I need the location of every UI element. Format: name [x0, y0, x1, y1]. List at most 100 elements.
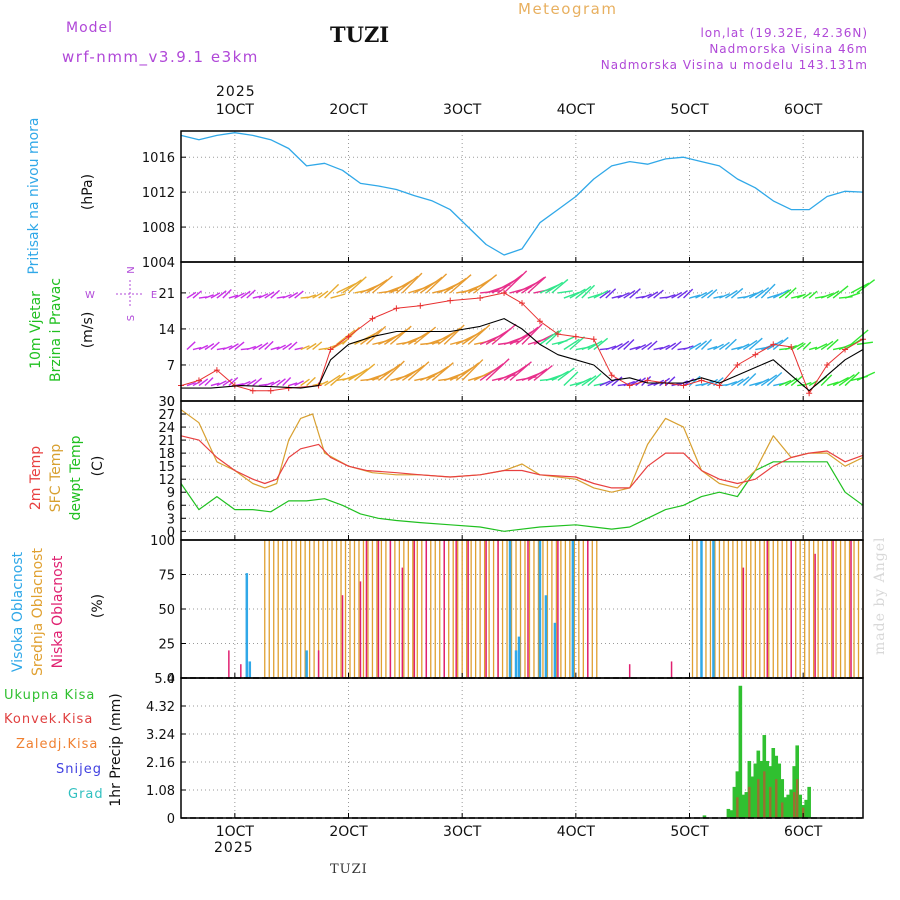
wind-arrow [204, 294, 214, 299]
wind-arrow [701, 380, 713, 387]
wind-arrow [276, 344, 286, 351]
compass-s: S [126, 315, 137, 321]
y-tick-label-p1: 14 [158, 323, 175, 338]
wind-arrow [569, 288, 586, 299]
wind-arrow [755, 378, 770, 387]
coords-label: lon,lat (19.32E, 42.36N) [700, 26, 868, 40]
wind-arrow [312, 292, 323, 299]
wind-arrow [348, 276, 367, 294]
wind-arrow [198, 378, 209, 387]
x-tick-label-bottom: 6OCT [784, 824, 823, 840]
wind-arrow [234, 292, 245, 299]
wind-arrow [342, 279, 362, 294]
wind-arrow [222, 378, 233, 387]
wind-arrow [611, 343, 623, 351]
wind-arrow [593, 337, 609, 351]
wind-speed-line [181, 318, 864, 392]
wind-arrow [431, 362, 454, 381]
wind-arrow [246, 379, 257, 387]
wind-gust-marker [345, 333, 352, 340]
wind-arrow [425, 273, 448, 294]
wind-arrow [491, 323, 517, 345]
wind-arrow [689, 342, 702, 351]
wind-arrow [599, 289, 611, 299]
wind-arrow [258, 293, 269, 299]
wind-arrow [707, 345, 718, 351]
y-tick-label-p3: 50 [158, 603, 175, 618]
wind-arrow [701, 289, 714, 299]
wind-arrow [401, 272, 423, 294]
footer-station: TUZI [330, 862, 368, 877]
wind-arrow [575, 285, 592, 299]
x-tick-label-top: 2OCT [329, 102, 368, 118]
wind-arrow [545, 281, 564, 294]
wind-arrow [850, 282, 870, 294]
wind-arrow [318, 290, 329, 299]
y-tick-label-p4: 4.32 [146, 700, 175, 715]
precip-conv-bar [769, 786, 772, 818]
wind-arrow [814, 343, 828, 351]
wind-arrow [228, 343, 239, 351]
wind-arrow [186, 381, 196, 387]
wind-arrow [623, 339, 635, 351]
wind-arrow [605, 288, 617, 299]
y-tick-label-p4: 1.08 [146, 784, 175, 799]
wind-gust-marker [788, 343, 795, 350]
wind-arrow [204, 377, 214, 387]
y-tick-label-p3: 25 [158, 638, 175, 653]
wind-arrow [802, 381, 812, 387]
wind-arrow [264, 291, 275, 299]
wind-arrow [563, 371, 579, 387]
wind-gust-marker [195, 377, 202, 384]
wind-arrow [706, 288, 718, 299]
wind-arrow [557, 367, 575, 381]
wind-gust-marker [734, 361, 741, 368]
wind-arrow [605, 345, 617, 351]
wind-arrow [461, 327, 486, 345]
precip-total-bar [786, 794, 791, 818]
wind-arrow [737, 343, 750, 351]
wind-arrow [629, 288, 641, 299]
wind-arrow [730, 287, 744, 299]
pressure-ylabel-0: Pritisak na nivou mora [26, 117, 42, 274]
wind-gust-marker [417, 302, 424, 309]
wind-arrow [216, 290, 227, 299]
wind-arrow [575, 377, 592, 387]
wind-arrow [348, 368, 369, 382]
wind-gust-marker [249, 387, 256, 394]
wind-arrow [252, 377, 263, 387]
legend-conv-rain: Konvek.Kisa [4, 712, 94, 727]
wind-arrow [413, 326, 437, 345]
temp-unit-0: (C) [90, 456, 106, 477]
wind-arrow [509, 361, 532, 381]
wind-arrow [641, 293, 652, 299]
wind-arrow [659, 377, 671, 387]
y-tick-label-p3: 100 [150, 534, 175, 549]
wind-arrow [742, 372, 757, 387]
wind-arrow [551, 278, 569, 294]
wind-arrow [826, 381, 839, 387]
wind-arrow [192, 346, 202, 351]
wind-arrow [635, 377, 646, 387]
wind-arrow [748, 289, 764, 299]
wind-arrow [545, 329, 562, 345]
chart-title: Meteogram [518, 0, 618, 18]
y-tick-label-p2: 24 [158, 421, 175, 436]
panel-frame-0 [180, 130, 864, 263]
wind-arrow [425, 365, 449, 381]
compass-w: W [85, 290, 95, 301]
wind-arrow [838, 373, 855, 387]
wind-gust-marker [572, 333, 579, 340]
precip-conv-bar [781, 802, 784, 818]
wind-unit-0: (m/s) [80, 312, 96, 349]
wind-arrow [288, 382, 298, 387]
wind-arrow [713, 295, 723, 299]
x-tick-label-bottom: 2OCT [329, 824, 368, 840]
y-tick-label-p2: 30 [158, 395, 175, 410]
x-tick-label-top: 1OCT [216, 102, 255, 118]
wind-arrow [820, 292, 834, 299]
wind-gust-marker [554, 331, 561, 338]
wind-arrow [330, 293, 346, 299]
temp-ylabel-2: dewpt Temp [68, 435, 84, 520]
wind-arrow [760, 283, 776, 299]
